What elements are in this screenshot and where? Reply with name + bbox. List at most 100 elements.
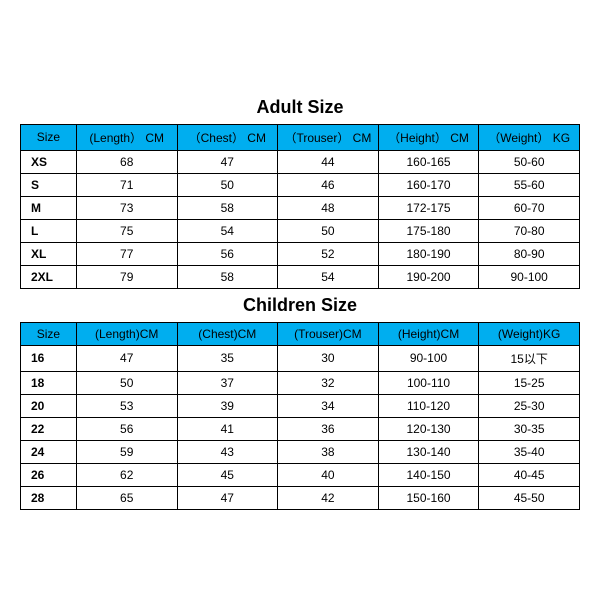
size-cell: 24 — [21, 440, 77, 463]
data-cell: 180-190 — [378, 242, 479, 265]
data-cell: 34 — [278, 394, 379, 417]
data-cell: 55-60 — [479, 173, 580, 196]
data-cell: 41 — [177, 417, 278, 440]
size-cell: L — [21, 219, 77, 242]
table-row: S715046160-17055-60 — [21, 173, 580, 196]
size-cell: 2XL — [21, 265, 77, 288]
data-cell: 190-200 — [378, 265, 479, 288]
size-cell: 18 — [21, 371, 77, 394]
data-cell: 45-50 — [479, 486, 580, 509]
data-cell: 30 — [278, 345, 379, 371]
data-cell: 15-25 — [479, 371, 580, 394]
data-cell: 42 — [278, 486, 379, 509]
col-trouser: （Trouser） CM — [278, 124, 379, 150]
data-cell: 39 — [177, 394, 278, 417]
col-height: (Height)CM — [378, 322, 479, 345]
data-cell: 47 — [177, 150, 278, 173]
data-cell: 65 — [76, 486, 177, 509]
data-cell: 32 — [278, 371, 379, 394]
data-cell: 150-160 — [378, 486, 479, 509]
col-size: Size — [21, 124, 77, 150]
data-cell: 52 — [278, 242, 379, 265]
col-height: （Height） CM — [378, 124, 479, 150]
data-cell: 77 — [76, 242, 177, 265]
data-cell: 36 — [278, 417, 379, 440]
children-table: Size (Length)CM (Chest)CM (Trouser)CM (H… — [20, 322, 580, 510]
size-cell: XS — [21, 150, 77, 173]
size-cell: XL — [21, 242, 77, 265]
data-cell: 70-80 — [479, 219, 580, 242]
col-weight: (Weight)KG — [479, 322, 580, 345]
table-row: 18503732100-11015-25 — [21, 371, 580, 394]
data-cell: 35-40 — [479, 440, 580, 463]
data-cell: 58 — [177, 265, 278, 288]
col-length: (Length） CM — [76, 124, 177, 150]
data-cell: 58 — [177, 196, 278, 219]
table-row: 26624540140-15040-45 — [21, 463, 580, 486]
data-cell: 15以下 — [479, 345, 580, 371]
children-body: 1647353090-10015以下18503732100-11015-2520… — [21, 345, 580, 509]
data-cell: 54 — [177, 219, 278, 242]
adult-body: XS684744160-16550-60S715046160-17055-60M… — [21, 150, 580, 288]
adult-table: Size (Length） CM （Chest） CM （Trouser） CM… — [20, 124, 580, 289]
data-cell: 50 — [177, 173, 278, 196]
data-cell: 50 — [278, 219, 379, 242]
adult-header-row: Size (Length） CM （Chest） CM （Trouser） CM… — [21, 124, 580, 150]
size-cell: 28 — [21, 486, 77, 509]
data-cell: 48 — [278, 196, 379, 219]
children-section: Children Size Size (Length)CM (Chest)CM … — [20, 289, 580, 510]
data-cell: 56 — [76, 417, 177, 440]
table-row: 1647353090-10015以下 — [21, 345, 580, 371]
data-cell: 100-110 — [378, 371, 479, 394]
table-row: 24594338130-14035-40 — [21, 440, 580, 463]
data-cell: 160-170 — [378, 173, 479, 196]
data-cell: 56 — [177, 242, 278, 265]
data-cell: 44 — [278, 150, 379, 173]
data-cell: 35 — [177, 345, 278, 371]
col-trouser: (Trouser)CM — [278, 322, 379, 345]
data-cell: 40 — [278, 463, 379, 486]
data-cell: 175-180 — [378, 219, 479, 242]
size-cell: 16 — [21, 345, 77, 371]
data-cell: 59 — [76, 440, 177, 463]
data-cell: 46 — [278, 173, 379, 196]
size-cell: M — [21, 196, 77, 219]
data-cell: 71 — [76, 173, 177, 196]
table-row: 2XL795854190-20090-100 — [21, 265, 580, 288]
data-cell: 60-70 — [479, 196, 580, 219]
col-length: (Length)CM — [76, 322, 177, 345]
data-cell: 120-130 — [378, 417, 479, 440]
data-cell: 110-120 — [378, 394, 479, 417]
data-cell: 40-45 — [479, 463, 580, 486]
table-row: 20533934110-12025-30 — [21, 394, 580, 417]
data-cell: 50-60 — [479, 150, 580, 173]
adult-section: Adult Size Size (Length） CM （Chest） CM （… — [20, 91, 580, 289]
data-cell: 140-150 — [378, 463, 479, 486]
data-cell: 80-90 — [479, 242, 580, 265]
data-cell: 73 — [76, 196, 177, 219]
size-cell: 22 — [21, 417, 77, 440]
data-cell: 79 — [76, 265, 177, 288]
data-cell: 160-165 — [378, 150, 479, 173]
data-cell: 53 — [76, 394, 177, 417]
data-cell: 43 — [177, 440, 278, 463]
table-row: XL775652180-19080-90 — [21, 242, 580, 265]
data-cell: 38 — [278, 440, 379, 463]
table-row: XS684744160-16550-60 — [21, 150, 580, 173]
size-cell: 20 — [21, 394, 77, 417]
data-cell: 45 — [177, 463, 278, 486]
children-title: Children Size — [20, 289, 580, 322]
table-row: L755450175-18070-80 — [21, 219, 580, 242]
data-cell: 47 — [76, 345, 177, 371]
size-cell: S — [21, 173, 77, 196]
data-cell: 172-175 — [378, 196, 479, 219]
data-cell: 50 — [76, 371, 177, 394]
data-cell: 62 — [76, 463, 177, 486]
adult-title: Adult Size — [20, 91, 580, 124]
col-size: Size — [21, 322, 77, 345]
table-row: M735848172-17560-70 — [21, 196, 580, 219]
data-cell: 47 — [177, 486, 278, 509]
data-cell: 30-35 — [479, 417, 580, 440]
data-cell: 68 — [76, 150, 177, 173]
col-chest: （Chest） CM — [177, 124, 278, 150]
